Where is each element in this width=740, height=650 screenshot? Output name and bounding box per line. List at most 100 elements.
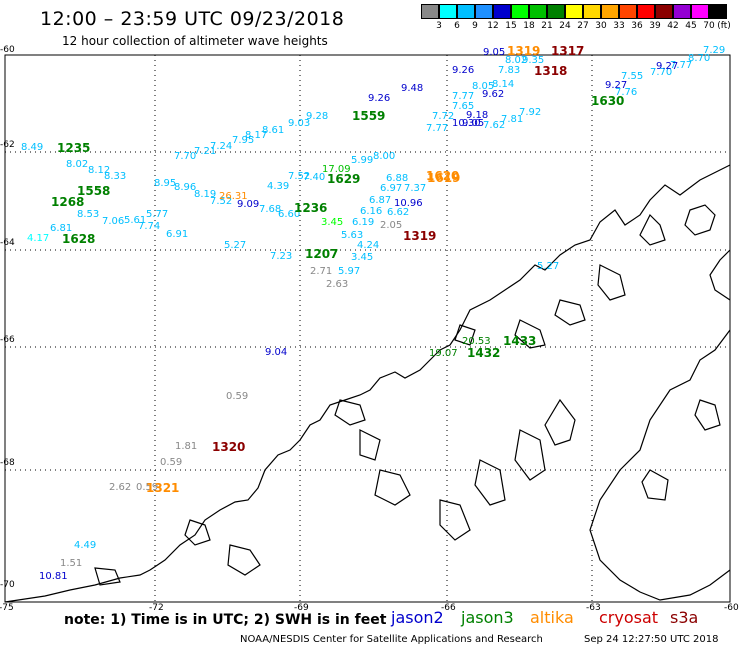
scale-swatch bbox=[547, 4, 565, 19]
latitude-tick-label: -62 bbox=[0, 140, 15, 150]
observation-time-label: 1558 bbox=[77, 184, 111, 198]
wave-height-label: 7.40 bbox=[303, 172, 326, 183]
wave-height-label: 7.77 bbox=[426, 123, 449, 134]
wave-height-label: 9.04 bbox=[265, 347, 288, 358]
wave-height-label: 8.61 bbox=[262, 125, 285, 136]
scale-swatch bbox=[475, 4, 493, 19]
observation-time-label: 1630 bbox=[591, 94, 625, 108]
scale-label: 45 bbox=[685, 21, 697, 31]
wave-height-label: 7.77 bbox=[452, 91, 475, 102]
wave-height-label: 9.27 bbox=[656, 61, 679, 72]
scale-label: 18 bbox=[523, 21, 535, 31]
observation-time-label: 1236 bbox=[294, 201, 328, 215]
wave-height-label: 7.70 bbox=[174, 151, 197, 162]
scale-label: 15 bbox=[505, 21, 517, 31]
longitude-tick-label: -72 bbox=[149, 603, 164, 613]
wave-height-label: 7.70 bbox=[650, 67, 673, 78]
wave-height-label: 7.65 bbox=[452, 101, 475, 112]
scale-label: 36 bbox=[631, 21, 643, 31]
footer-note: note: 1) Time is in UTC; 2) SWH is in fe… bbox=[64, 612, 387, 628]
wave-height-label: 8.05 bbox=[472, 81, 495, 92]
wave-height-label: 6.60 bbox=[278, 209, 301, 220]
wave-height-label: 7.06 bbox=[102, 216, 125, 227]
observation-time-label: 1619 bbox=[427, 171, 461, 185]
latitude-tick-label: -70 bbox=[0, 580, 15, 590]
wave-height-label: 7.72 bbox=[432, 111, 455, 122]
scale-label: 24 bbox=[559, 21, 571, 31]
wave-height-label: 8.53 bbox=[77, 209, 100, 220]
latitude-tick-label: -68 bbox=[0, 458, 15, 468]
wave-height-label: 7.24 bbox=[210, 141, 233, 152]
wave-height-label: 8.33 bbox=[104, 171, 127, 182]
wave-height-label: 10.81 bbox=[39, 571, 68, 582]
scale-unit: (ft) bbox=[717, 21, 731, 31]
wave-height-label: 7.29 bbox=[703, 45, 726, 56]
observation-time-label: 1317 bbox=[551, 44, 585, 58]
wave-height-label: 7.62 bbox=[483, 120, 506, 131]
legend-cryosat: cryosat bbox=[599, 608, 659, 627]
wave-height-label: 7.23 bbox=[270, 251, 293, 262]
timestamp-text: Sep 24 12:27:50 UTC 2018 bbox=[584, 634, 719, 645]
wave-height-label: 9.03 bbox=[288, 118, 311, 129]
wave-height-label: 2.63 bbox=[326, 279, 349, 290]
scale-swatch bbox=[583, 4, 601, 19]
wave-height-label: 9.05 bbox=[483, 47, 506, 58]
observation-time-label: 1319 bbox=[507, 44, 541, 58]
scale-label: 9 bbox=[472, 21, 478, 31]
latitude-tick-label: -64 bbox=[0, 238, 15, 248]
map-subtitle: 12 hour collection of altimeter wave hei… bbox=[62, 34, 328, 48]
wave-height-label: 9.09 bbox=[237, 199, 260, 210]
legend-altika: altika bbox=[530, 608, 574, 627]
wave-height-label: 8.17 bbox=[245, 130, 268, 141]
coastline bbox=[4, 164, 731, 603]
wave-height-label: 1.81 bbox=[175, 441, 198, 452]
wave-height-label: 20.53 bbox=[462, 336, 491, 347]
wave-height-label: 8.00 bbox=[373, 151, 396, 162]
wave-height-label: 5.61 bbox=[124, 215, 147, 226]
observation-time-label: 1433 bbox=[503, 334, 537, 348]
wave-height-label: 5.27 bbox=[224, 240, 247, 251]
scale-label: 21 bbox=[541, 21, 553, 31]
observation-time-label: 1620 bbox=[426, 169, 460, 183]
wave-height-label: 2.62 bbox=[109, 482, 132, 493]
scale-label: 70 bbox=[703, 21, 715, 31]
wave-height-label: 4.39 bbox=[267, 181, 290, 192]
wave-height-label: 10.30 bbox=[452, 118, 481, 129]
wave-height-label: 2.05 bbox=[380, 220, 403, 231]
wave-height-label: 17.09 bbox=[322, 164, 351, 175]
scale-swatch bbox=[691, 4, 709, 19]
wave-height-label: 7.92 bbox=[519, 107, 542, 118]
wave-height-label: 9.62 bbox=[482, 89, 505, 100]
wave-height-label: 5.63 bbox=[341, 230, 364, 241]
scale-label: 42 bbox=[667, 21, 679, 31]
scale-swatch bbox=[511, 4, 529, 19]
wave-height-label: 8.49 bbox=[21, 142, 44, 153]
scale-label: 6 bbox=[454, 21, 460, 31]
wave-height-label: 4.17 bbox=[27, 233, 50, 244]
wave-height-label: 9.27 bbox=[605, 80, 628, 91]
scale-label: 12 bbox=[487, 21, 499, 31]
wave-height-label: 9.26 bbox=[368, 93, 391, 104]
wave-height-label: 7.37 bbox=[404, 183, 427, 194]
legend-jason3: jason3 bbox=[461, 608, 514, 627]
observation-time-label: 1321 bbox=[146, 481, 180, 495]
wave-height-label: 6.87 bbox=[369, 195, 392, 206]
wave-height-label: 9.28 bbox=[306, 111, 329, 122]
observation-time-label: 1559 bbox=[352, 109, 386, 123]
scale-swatch bbox=[439, 4, 457, 19]
longitude-tick-label: -75 bbox=[0, 603, 14, 613]
wave-height-label: 8.95 bbox=[154, 178, 177, 189]
observation-time-label: 1629 bbox=[327, 172, 361, 186]
wave-height-label: 8.14 bbox=[492, 79, 515, 90]
wave-height-label: 8.70 bbox=[688, 53, 711, 64]
wave-height-label: 7.55 bbox=[621, 71, 644, 82]
observation-time-label: 1628 bbox=[62, 232, 96, 246]
graticule bbox=[5, 55, 730, 602]
wave-height-label: 7.52 bbox=[288, 171, 311, 182]
wave-height-label: 9.48 bbox=[401, 83, 424, 94]
map-title: 12:00 – 23:59 UTC 09/23/2018 bbox=[40, 8, 345, 30]
wave-height-label: 7.83 bbox=[498, 65, 521, 76]
map-frame bbox=[4, 54, 731, 603]
scale-swatch bbox=[637, 4, 655, 19]
